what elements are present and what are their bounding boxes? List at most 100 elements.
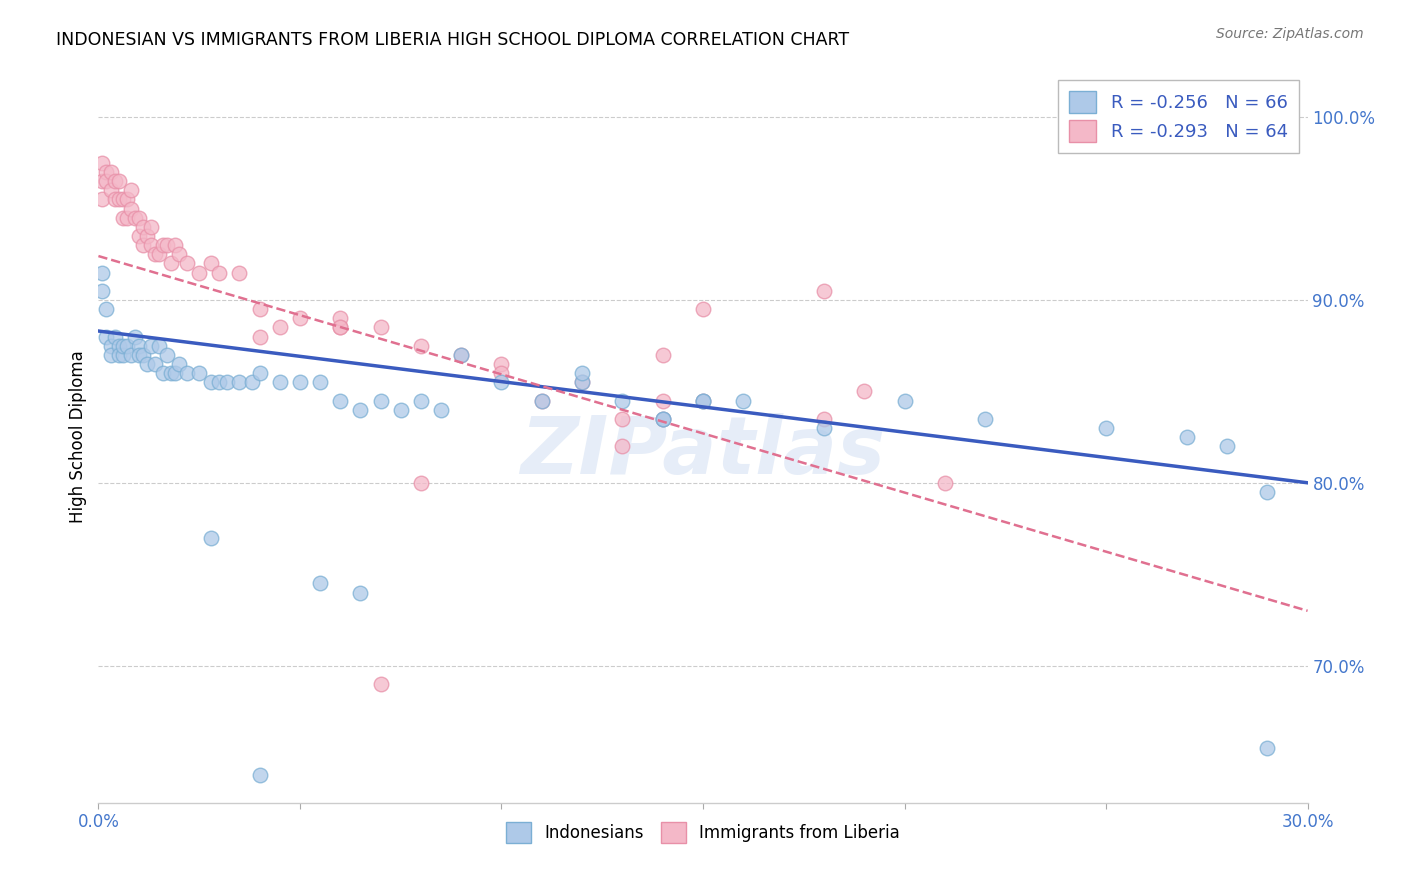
Point <box>240 375 263 389</box>
Point <box>103 329 125 343</box>
Point <box>91 265 114 279</box>
Point <box>269 320 291 334</box>
Point <box>176 366 198 380</box>
Text: Source: ZipAtlas.com: Source: ZipAtlas.com <box>1216 27 1364 41</box>
Point <box>612 439 634 453</box>
Point <box>651 348 673 362</box>
Point <box>651 411 673 425</box>
Point <box>813 411 835 425</box>
Y-axis label: High School Diploma: High School Diploma <box>69 351 87 524</box>
Point <box>96 301 118 316</box>
Point <box>132 219 155 234</box>
Point <box>228 265 250 279</box>
Point <box>152 238 174 252</box>
Point <box>1216 439 1239 453</box>
Point <box>692 393 714 408</box>
Point <box>813 421 835 435</box>
Text: INDONESIAN VS IMMIGRANTS FROM LIBERIA HIGH SCHOOL DIPLOMA CORRELATION CHART: INDONESIAN VS IMMIGRANTS FROM LIBERIA HI… <box>56 31 849 49</box>
Point <box>148 247 170 261</box>
Point <box>733 393 755 408</box>
Point <box>200 256 222 270</box>
Point <box>128 228 150 243</box>
Point <box>160 256 183 270</box>
Point <box>107 338 129 352</box>
Point <box>450 348 472 362</box>
Point <box>111 192 134 206</box>
Point <box>934 475 956 490</box>
Point <box>491 375 513 389</box>
Point <box>409 338 432 352</box>
Point <box>1095 421 1118 435</box>
Point <box>208 265 231 279</box>
Point <box>288 311 311 326</box>
Point <box>349 585 371 599</box>
Point <box>249 301 271 316</box>
Point <box>1256 740 1278 755</box>
Point <box>1256 484 1278 499</box>
Point <box>893 393 915 408</box>
Point <box>139 238 162 252</box>
Point <box>249 768 271 782</box>
Point <box>103 192 125 206</box>
Point <box>132 348 155 362</box>
Point <box>309 375 332 389</box>
Point <box>128 348 150 362</box>
Point <box>288 375 311 389</box>
Point <box>96 165 118 179</box>
Point <box>651 393 673 408</box>
Point <box>96 329 118 343</box>
Point <box>176 256 198 270</box>
Point <box>124 211 146 225</box>
Point <box>491 357 513 371</box>
Point <box>163 366 186 380</box>
Point <box>530 393 553 408</box>
Point <box>139 219 162 234</box>
Point <box>651 411 673 425</box>
Point <box>135 228 157 243</box>
Point <box>111 348 134 362</box>
Point <box>571 375 593 389</box>
Point <box>107 174 129 188</box>
Point <box>208 375 231 389</box>
Point <box>612 411 634 425</box>
Point <box>409 475 432 490</box>
Point <box>103 174 125 188</box>
Point <box>91 174 114 188</box>
Point <box>107 192 129 206</box>
Point <box>124 329 146 343</box>
Point <box>160 366 183 380</box>
Point <box>612 393 634 408</box>
Point <box>100 165 122 179</box>
Point <box>450 348 472 362</box>
Point <box>167 247 190 261</box>
Point <box>111 211 134 225</box>
Point <box>217 375 239 389</box>
Point <box>115 211 138 225</box>
Point <box>571 375 593 389</box>
Point <box>111 338 134 352</box>
Point <box>249 366 271 380</box>
Point <box>530 393 553 408</box>
Point <box>370 320 392 334</box>
Point <box>100 348 122 362</box>
Point <box>249 329 271 343</box>
Point <box>91 284 114 298</box>
Point <box>143 247 166 261</box>
Point <box>329 320 352 334</box>
Point <box>128 338 150 352</box>
Point <box>853 384 876 399</box>
Point <box>91 155 114 169</box>
Point <box>349 402 371 417</box>
Point <box>148 338 170 352</box>
Point <box>329 320 352 334</box>
Point <box>156 348 179 362</box>
Point <box>163 238 186 252</box>
Point <box>200 375 222 389</box>
Point <box>370 393 392 408</box>
Point <box>370 677 392 691</box>
Point <box>329 393 352 408</box>
Point <box>120 183 142 197</box>
Point <box>329 311 352 326</box>
Text: ZIPatlas: ZIPatlas <box>520 413 886 491</box>
Point <box>100 338 122 352</box>
